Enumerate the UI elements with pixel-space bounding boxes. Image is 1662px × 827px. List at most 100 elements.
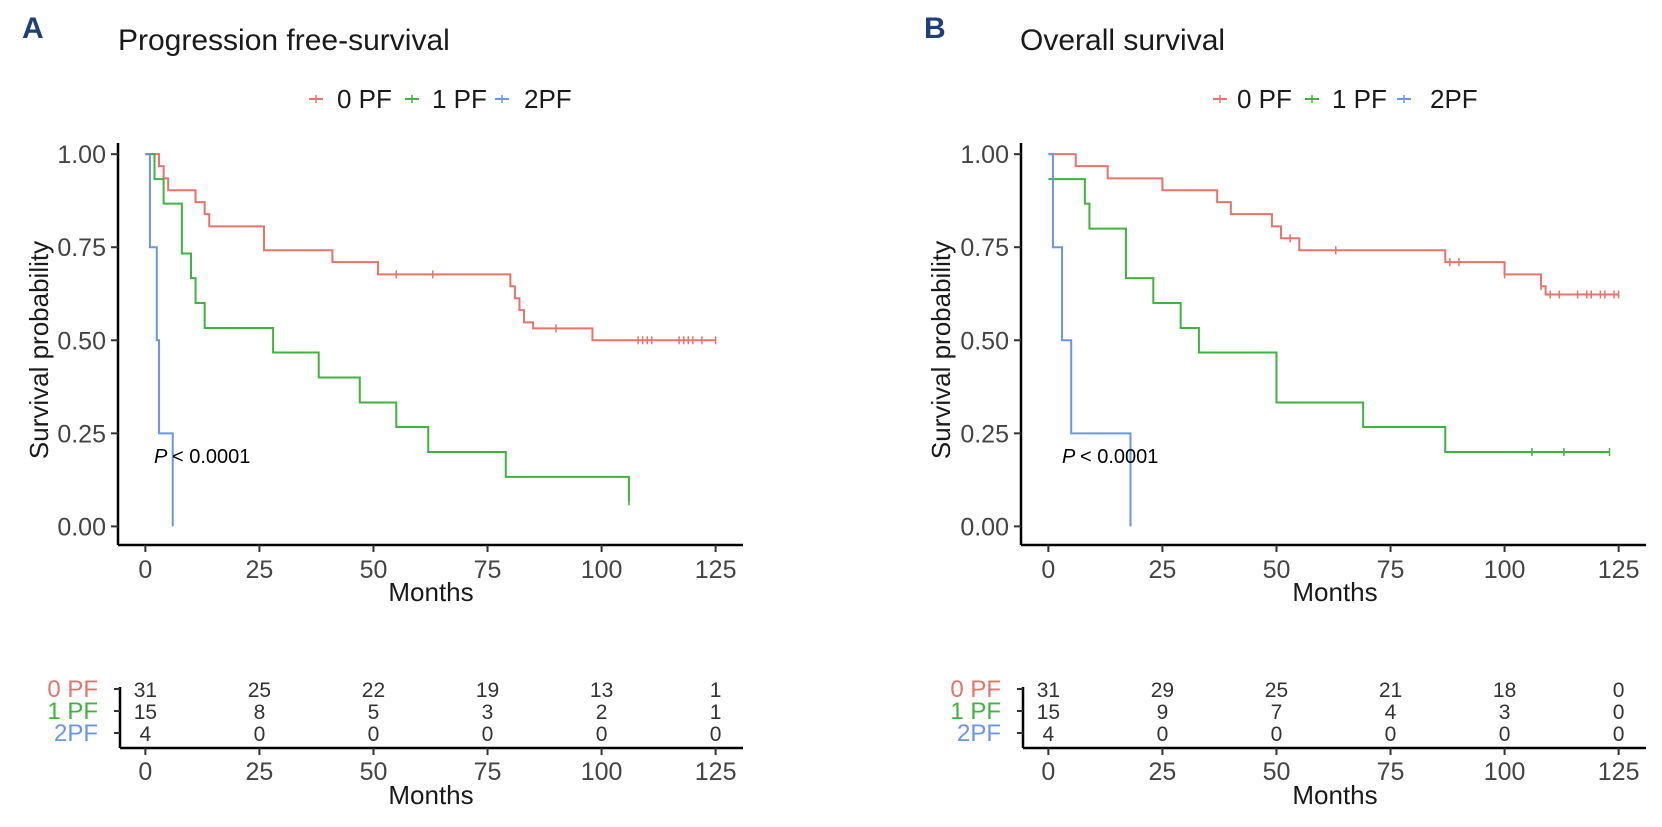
risk-x-tick-label: 25 (1149, 758, 1177, 786)
risk-count-1pf: 4 (1385, 701, 1397, 724)
risk-count-2pf: 0 (482, 723, 494, 746)
risk-table: 0 PF 31 25 22 19 13 1 1 PF 15 8 5 3 2 1 2PF 4 0 0 0 0 0 0 25 50… (47, 676, 743, 786)
y-tick-label: 0.50 (960, 327, 1009, 355)
risk-count-1pf: 9 (1157, 701, 1169, 724)
x-tick-label: 75 (474, 556, 502, 584)
p-value: < 0.0001 (172, 446, 250, 468)
risk-x-tick-label: 125 (1598, 758, 1640, 786)
risk-count-0pf: 29 (1151, 679, 1174, 702)
risk-x-axis-label: Months (1292, 780, 1377, 810)
panel-b: B Overall survival 0 PF 1 PF 2PF 0.00 0.2… (924, 12, 1646, 810)
risk-count-0pf: 21 (1379, 679, 1402, 702)
risk-x-tick-label: 125 (695, 758, 737, 786)
y-tick-label: 0.00 (960, 513, 1009, 541)
x-tick-label: 125 (1598, 556, 1640, 584)
y-tick-label: 1.00 (960, 141, 1009, 169)
risk-count-0pf: 0 (1613, 679, 1625, 702)
risk-count-2pf: 0 (1613, 723, 1625, 746)
risk-row-label-1pf: 1 PF (950, 698, 1001, 725)
risk-count-1pf: 3 (1499, 701, 1511, 724)
risk-count-2pf: 0 (1157, 723, 1169, 746)
y-tick-label: 0.75 (960, 234, 1009, 262)
y-tick-label: 0.25 (960, 420, 1009, 448)
survival-plot (1019, 143, 1646, 547)
survival-plot (116, 143, 743, 547)
x-axis-ticks: 0 25 50 75 100 125 (1041, 545, 1639, 584)
chart-title: Overall survival (1020, 24, 1225, 57)
risk-count-1pf: 0 (1613, 701, 1625, 724)
legend-label-2pf: 2PF (1430, 84, 1478, 114)
p-value-annotation: P < 0.0001 (1062, 446, 1158, 468)
survival-curve-0pf (145, 153, 716, 342)
survival-curve-2pf (1048, 153, 1132, 527)
y-tick-label: 0.00 (57, 513, 106, 541)
x-axis-label: Months (1292, 577, 1377, 607)
y-axis-ticks: 0.00 0.25 0.50 0.75 1.00 (960, 141, 1021, 541)
risk-count-2pf: 0 (254, 723, 266, 746)
risk-count-1pf: 7 (1271, 701, 1283, 724)
x-tick-label: 50 (1263, 556, 1291, 584)
risk-count-0pf: 22 (362, 679, 385, 702)
x-tick-label: 25 (246, 556, 274, 584)
legend-label-1pf: 1 PF (1332, 84, 1387, 114)
survival-curve-1pf (145, 153, 630, 502)
risk-count-2pf: 0 (1499, 723, 1511, 746)
legend-label-0pf: 0 PF (337, 84, 392, 114)
y-axis-label: Survival probability (926, 241, 956, 459)
risk-count-0pf: 1 (710, 679, 722, 702)
risk-count-1pf: 3 (482, 701, 494, 724)
y-axis-label: Survival probability (24, 241, 54, 459)
risk-count-2pf: 0 (1271, 723, 1283, 746)
x-tick-label: 100 (1484, 556, 1526, 584)
risk-count-0pf: 31 (134, 679, 157, 702)
risk-count-2pf: 0 (368, 723, 380, 746)
survival-curve-0pf (1048, 153, 1619, 296)
risk-count-1pf: 8 (254, 701, 266, 724)
risk-row-label-0pf: 0 PF (47, 676, 98, 703)
survival-curve-1pf (1048, 178, 1610, 453)
legend-label-1pf: 1 PF (432, 84, 487, 114)
p-label: P (154, 446, 168, 468)
risk-row-label-1pf: 1 PF (47, 698, 98, 725)
x-tick-label: 0 (1041, 556, 1055, 584)
risk-count-1pf: 2 (596, 701, 608, 724)
risk-row-label-2pf: 2PF (957, 720, 1001, 747)
legend-label-2pf: 2PF (524, 84, 572, 114)
x-tick-label: 125 (695, 556, 737, 584)
x-tick-label: 50 (360, 556, 388, 584)
y-axis-ticks: 0.00 0.25 0.50 0.75 1.00 (57, 141, 118, 541)
p-label: P (1062, 446, 1076, 468)
legend: 0 PF 1 PF 2PF (309, 84, 572, 114)
risk-x-tick-label: 100 (581, 758, 623, 786)
risk-x-tick-label: 0 (1041, 758, 1055, 786)
x-axis-ticks: 0 25 50 75 100 125 (138, 545, 736, 584)
risk-x-tick-label: 75 (1377, 758, 1405, 786)
risk-count-1pf: 5 (368, 701, 380, 724)
panel-label: B (924, 12, 946, 45)
risk-x-tick-label: 75 (474, 758, 502, 786)
p-value: < 0.0001 (1080, 446, 1158, 468)
legend: 0 PF 1 PF 2PF (1213, 84, 1478, 114)
risk-count-2pf: 4 (140, 723, 152, 746)
p-value-annotation: P < 0.0001 (154, 446, 250, 468)
y-tick-label: 0.25 (57, 420, 106, 448)
risk-count-1pf: 15 (134, 701, 157, 724)
y-tick-label: 0.75 (57, 234, 106, 262)
risk-count-0pf: 13 (590, 679, 613, 702)
survival-curve-2pf (145, 153, 174, 527)
risk-count-2pf: 0 (710, 723, 722, 746)
risk-row-label-0pf: 0 PF (950, 676, 1001, 703)
x-tick-label: 75 (1377, 556, 1405, 584)
x-tick-label: 100 (581, 556, 623, 584)
y-tick-label: 0.50 (57, 327, 106, 355)
risk-count-1pf: 15 (1037, 701, 1060, 724)
risk-x-tick-label: 0 (138, 758, 152, 786)
risk-x-tick-label: 50 (1263, 758, 1291, 786)
risk-x-axis-label: Months (388, 780, 473, 810)
risk-count-0pf: 25 (248, 679, 271, 702)
risk-count-0pf: 18 (1493, 679, 1516, 702)
risk-row-label-2pf: 2PF (54, 720, 98, 747)
